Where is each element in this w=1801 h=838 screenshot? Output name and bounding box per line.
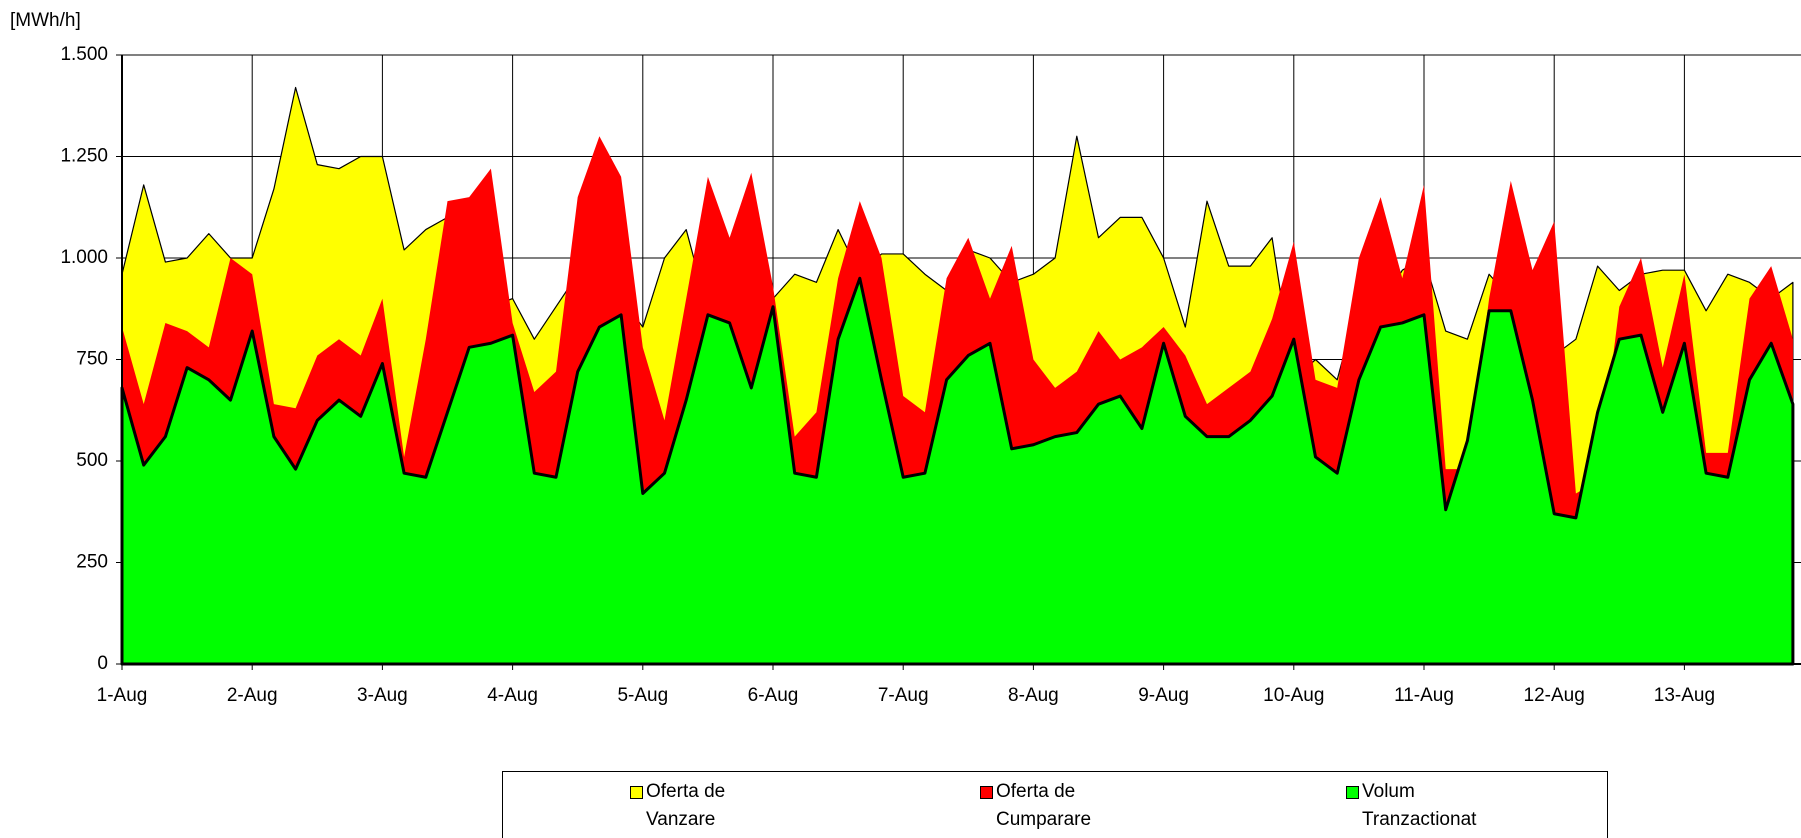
x-tick-label: 2-Aug xyxy=(227,685,278,706)
y-tick-label: 1.000 xyxy=(60,247,108,268)
x-tick-label: 4-Aug xyxy=(487,685,538,706)
y-tick-label: 1.250 xyxy=(60,146,108,167)
legend-label: Oferta de Vanzare xyxy=(646,781,726,830)
legend-item: Oferta de Vanzare xyxy=(630,778,866,834)
legend-item: Volum Tranzactionat xyxy=(1346,778,1582,834)
legend: Oferta de Vanzare Oferta de Cumparare Volu… xyxy=(502,771,1608,838)
x-tick-label: 5-Aug xyxy=(617,685,668,706)
y-tick-label: 500 xyxy=(76,450,108,471)
y-tick-label: 0 xyxy=(97,653,108,674)
x-tick-label: 12-Aug xyxy=(1524,685,1585,706)
y-tick-label: 250 xyxy=(76,552,108,573)
x-tick-label: 8-Aug xyxy=(1008,685,1059,706)
y-axis-label: [MWh/h] xyxy=(10,10,81,31)
x-tick-label: 1-Aug xyxy=(97,685,148,706)
legend-label: Oferta de Cumparare xyxy=(996,781,1092,830)
x-tick-label: 13-Aug xyxy=(1654,685,1715,706)
x-tick-label: 10-Aug xyxy=(1263,685,1324,706)
legend-swatch xyxy=(1346,786,1359,799)
legend-swatch xyxy=(980,786,993,799)
y-tick-label: 750 xyxy=(76,349,108,370)
area xyxy=(120,276,1795,666)
x-tick-label: 9-Aug xyxy=(1138,685,1189,706)
x-tick-label: 3-Aug xyxy=(357,685,408,706)
x-tick-label: 7-Aug xyxy=(878,685,929,706)
y-tick-label: 1.500 xyxy=(60,44,108,65)
x-tick-label: 11-Aug xyxy=(1394,685,1454,706)
legend-label: Volum Tranzactionat xyxy=(1362,781,1477,830)
legend-swatch xyxy=(630,786,643,799)
x-tick-label: 6-Aug xyxy=(748,685,799,706)
legend-item: Oferta de Cumparare xyxy=(980,778,1216,834)
